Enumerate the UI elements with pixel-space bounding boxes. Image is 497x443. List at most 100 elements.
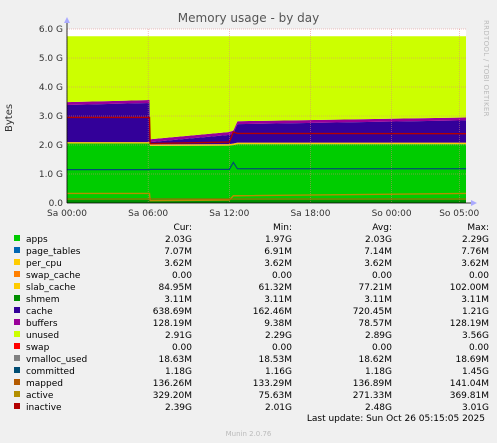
legend-max: 0.00: [468, 343, 489, 353]
legend-row-swap: swap 0.00 0.00 0.00 0.00: [12, 343, 492, 355]
legend-cur: 0.00: [171, 271, 192, 281]
legend-max: 3.11M: [461, 295, 489, 305]
x-axis-arrow: [471, 200, 477, 206]
area-shmem: [67, 200, 466, 203]
legend-swatch: [14, 343, 20, 349]
header-min: Min:: [272, 223, 292, 233]
legend-cur: 2.91G: [164, 331, 192, 341]
legend-series-name: per_cpu: [26, 259, 62, 269]
legend-avg: 7.14M: [364, 247, 392, 257]
area-apps: [67, 143, 466, 203]
legend-cur: 136.26M: [152, 379, 192, 389]
legend-cur: 2.39G: [164, 403, 192, 413]
last-update: Last update: Sun Oct 26 05:15:05 2025: [306, 414, 485, 424]
legend-max: 1.45G: [461, 367, 489, 377]
legend-avg: 77.21M: [358, 283, 392, 293]
legend-row-cache: cache 638.69M 162.46M 720.45M 1.21G: [12, 307, 492, 319]
x-tick-label: Sa 18:00: [290, 209, 330, 219]
legend-avg: 2.03G: [364, 235, 392, 245]
legend-max: 3.56G: [461, 331, 489, 341]
legend-avg: 2.48G: [364, 403, 392, 413]
legend-max: 369.81M: [449, 391, 489, 401]
legend-series-name: active: [26, 391, 54, 401]
legend-swatch: [14, 319, 20, 325]
legend-series-name: slab_cache: [26, 283, 76, 293]
y-tick-label: 1.0 G: [39, 170, 63, 180]
legend-row-unused: unused 2.91G 2.29G 2.89G 3.56G: [12, 331, 492, 343]
legend-series-name: unused: [26, 331, 60, 341]
legend-cur: 329.20M: [152, 391, 192, 401]
legend-row-slab-cache: slab_cache 84.95M 61.32M 77.21M 102.00M: [12, 283, 492, 295]
legend-min: 3.11M: [264, 295, 292, 305]
legend-avg: 3.11M: [364, 295, 392, 305]
legend-min: 61.32M: [258, 283, 292, 293]
legend-avg: 78.57M: [358, 319, 392, 329]
legend-series-name: page_tables: [26, 247, 81, 257]
legend-avg: 0.00: [371, 343, 392, 353]
legend-row-active: active 329.20M 75.63M 271.33M 369.81M: [12, 391, 492, 403]
legend-swatch: [14, 283, 20, 289]
x-tick-label: Sa 00:00: [47, 209, 87, 219]
legend-cur: 638.69M: [152, 307, 192, 317]
legend-row-swap-cache: swap_cache 0.00 0.00 0.00 0.00: [12, 271, 492, 283]
legend-max: 141.04M: [449, 379, 489, 389]
legend: Cur: Min: Avg: Max: apps 2.03G 1.97G 2.03G 2…: [12, 223, 492, 415]
x-tick-label: So 05:00: [439, 209, 479, 219]
legend-series-name: cache: [26, 307, 53, 317]
legend-cur: 7.07M: [164, 247, 192, 257]
line-committed: [67, 161, 466, 171]
legend-avg: 136.89M: [352, 379, 392, 389]
legend-min: 162.46M: [252, 307, 292, 317]
y-tick-label: 0.0: [49, 199, 64, 209]
legend-avg: 3.62M: [364, 259, 392, 269]
legend-min: 1.97G: [264, 235, 292, 245]
legend-cur: 0.00: [171, 343, 192, 353]
area-buffers: [67, 100, 466, 143]
legend-series-name: swap_cache: [26, 271, 81, 281]
legend-avg: 2.89G: [364, 331, 392, 341]
legend-min: 0.00: [271, 271, 292, 281]
legend-min: 2.29G: [264, 331, 292, 341]
legend-series-name: mapped: [26, 379, 63, 389]
legend-row-committed: committed 1.18G 1.16G 1.18G 1.45G: [12, 367, 492, 379]
header-avg: Avg:: [372, 223, 392, 233]
line-active: [67, 192, 467, 202]
legend-header-row: Cur: Min: Avg: Max:: [12, 223, 492, 235]
legend-swatch: [14, 295, 20, 301]
legend-series-name: swap: [26, 343, 50, 353]
legend-series-name: apps: [26, 235, 48, 245]
legend-cur: 84.95M: [158, 283, 192, 293]
legend-row-buffers: buffers 128.19M 9.38M 78.57M 128.19M: [12, 319, 492, 331]
legend-swatch: [14, 235, 20, 241]
legend-row-per-cpu: per_cpu 3.62M 3.62M 3.62M 3.62M: [12, 259, 492, 271]
legend-min: 2.01G: [264, 403, 292, 413]
legend-series-name: buffers: [26, 319, 58, 329]
legend-swatch: [14, 355, 20, 361]
legend-cur: 3.11M: [164, 295, 192, 305]
header-max: Max:: [467, 223, 489, 233]
legend-swatch: [14, 307, 20, 313]
legend-min: 0.00: [271, 343, 292, 353]
legend-swatch: [14, 259, 20, 265]
legend-min: 1.16G: [264, 367, 292, 377]
legend-cur: 128.19M: [152, 319, 192, 329]
area-unused: [67, 36, 466, 140]
legend-max: 128.19M: [449, 319, 489, 329]
legend-series-name: shmem: [26, 295, 60, 305]
legend-min: 3.62M: [264, 259, 292, 269]
legend-swatch: [14, 391, 20, 397]
legend-row-page-tables: page_tables 7.07M 6.91M 7.14M 7.76M: [12, 247, 492, 259]
legend-avg: 1.18G: [364, 367, 392, 377]
legend-series-name: inactive: [26, 403, 62, 413]
y-tick-label: 4.0 G: [39, 83, 63, 93]
legend-max: 7.76M: [461, 247, 489, 257]
y-tick-label: 3.0 G: [39, 112, 63, 122]
x-tick-label: Sa 06:00: [128, 209, 168, 219]
legend-max: 3.01G: [461, 403, 489, 413]
legend-row-inactive: inactive 2.39G 2.01G 2.48G 3.01G: [12, 403, 492, 415]
area-slab-cache: [67, 142, 466, 146]
legend-swatch: [14, 331, 20, 337]
legend-min: 75.63M: [258, 391, 292, 401]
legend-swatch: [14, 247, 20, 253]
legend-avg: 271.33M: [352, 391, 392, 401]
